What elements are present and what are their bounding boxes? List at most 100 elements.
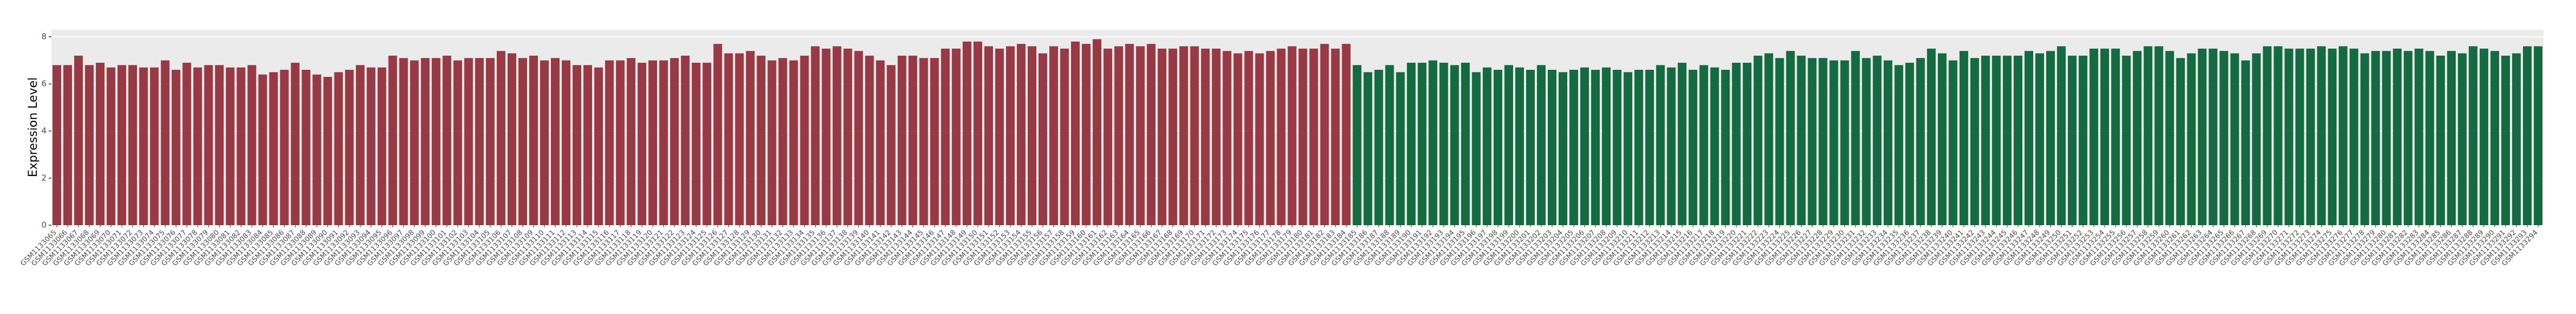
bar [1667, 67, 1676, 225]
bar [96, 62, 105, 225]
bar [1591, 69, 1600, 225]
bar [1396, 72, 1405, 225]
bar [2219, 51, 2229, 225]
bar [2414, 48, 2423, 226]
bar [1775, 58, 1784, 225]
bar [670, 58, 679, 225]
bar [767, 60, 777, 225]
bar [1277, 48, 1286, 226]
bar [1634, 69, 1644, 225]
bar [1363, 72, 1372, 225]
bar [2425, 51, 2434, 225]
bar [2328, 48, 2337, 226]
bar [2013, 55, 2022, 225]
bar [1786, 51, 1795, 225]
bar [692, 62, 701, 225]
bar [2079, 55, 2088, 225]
bar [1255, 53, 1264, 226]
bar [702, 62, 712, 225]
bar [1450, 65, 1459, 225]
bar [1136, 46, 1145, 225]
bar [583, 65, 593, 225]
bar [1060, 48, 1069, 226]
bar [2252, 53, 2261, 226]
bar [941, 48, 950, 226]
bar [843, 48, 852, 226]
y-tick-label: 0 [41, 220, 47, 230]
bar [2024, 51, 2033, 225]
bar [778, 58, 787, 225]
bar [453, 60, 462, 225]
bar [1352, 65, 1362, 225]
bar [193, 67, 202, 225]
bar [1536, 65, 1546, 225]
bar [1471, 72, 1481, 225]
bar [2209, 48, 2218, 226]
bar [1580, 67, 1589, 225]
bar [1515, 67, 1524, 225]
bar [366, 67, 376, 225]
bar [2122, 55, 2131, 225]
bar [627, 58, 636, 225]
bar [1201, 48, 1210, 226]
bar [107, 67, 116, 225]
bar [1287, 46, 1297, 225]
bar [800, 55, 809, 225]
bar [1309, 48, 1318, 226]
bar [1179, 46, 1188, 225]
bar [269, 72, 278, 225]
bar [1190, 46, 1199, 225]
bar [2263, 46, 2272, 225]
bar [1212, 48, 1221, 226]
bar [1049, 46, 1059, 225]
bar [1439, 62, 1448, 225]
bar [63, 65, 73, 225]
bar [2490, 51, 2499, 225]
bar [1114, 46, 1123, 225]
bar [1721, 69, 1730, 225]
bar [388, 55, 397, 225]
bar [1417, 62, 1427, 225]
bar [150, 67, 159, 225]
bar [876, 60, 885, 225]
bar [2002, 55, 2012, 225]
bar [2349, 48, 2358, 226]
bar [1645, 69, 1654, 225]
bar [822, 48, 831, 226]
bar [2501, 55, 2510, 225]
bar [1504, 65, 1513, 225]
bar [226, 67, 235, 225]
y-tick-label: 6 [41, 79, 47, 89]
bar [128, 65, 137, 225]
bar [2284, 48, 2294, 226]
bar [1699, 65, 1708, 225]
bar [464, 58, 473, 225]
bar [139, 67, 148, 225]
bar [1959, 51, 1968, 225]
bar [85, 65, 94, 225]
bar [1916, 58, 1925, 225]
bar [789, 60, 798, 225]
bar [2046, 51, 2055, 225]
bar [1797, 55, 1806, 225]
bar [312, 74, 321, 225]
bar [951, 48, 961, 226]
bar [865, 55, 874, 225]
bar [1125, 44, 1134, 226]
bar [1569, 69, 1579, 225]
bar [1342, 44, 1351, 226]
bar [724, 53, 733, 226]
bar [2479, 48, 2488, 226]
bar [377, 67, 386, 225]
bar [540, 60, 549, 225]
bar [2111, 48, 2120, 226]
bar [2144, 46, 2153, 225]
bar [2035, 53, 2044, 226]
bar [1937, 53, 1947, 226]
bar [2447, 51, 2456, 225]
bar [1548, 69, 1557, 225]
bar [1374, 69, 1383, 225]
bar [345, 69, 354, 225]
